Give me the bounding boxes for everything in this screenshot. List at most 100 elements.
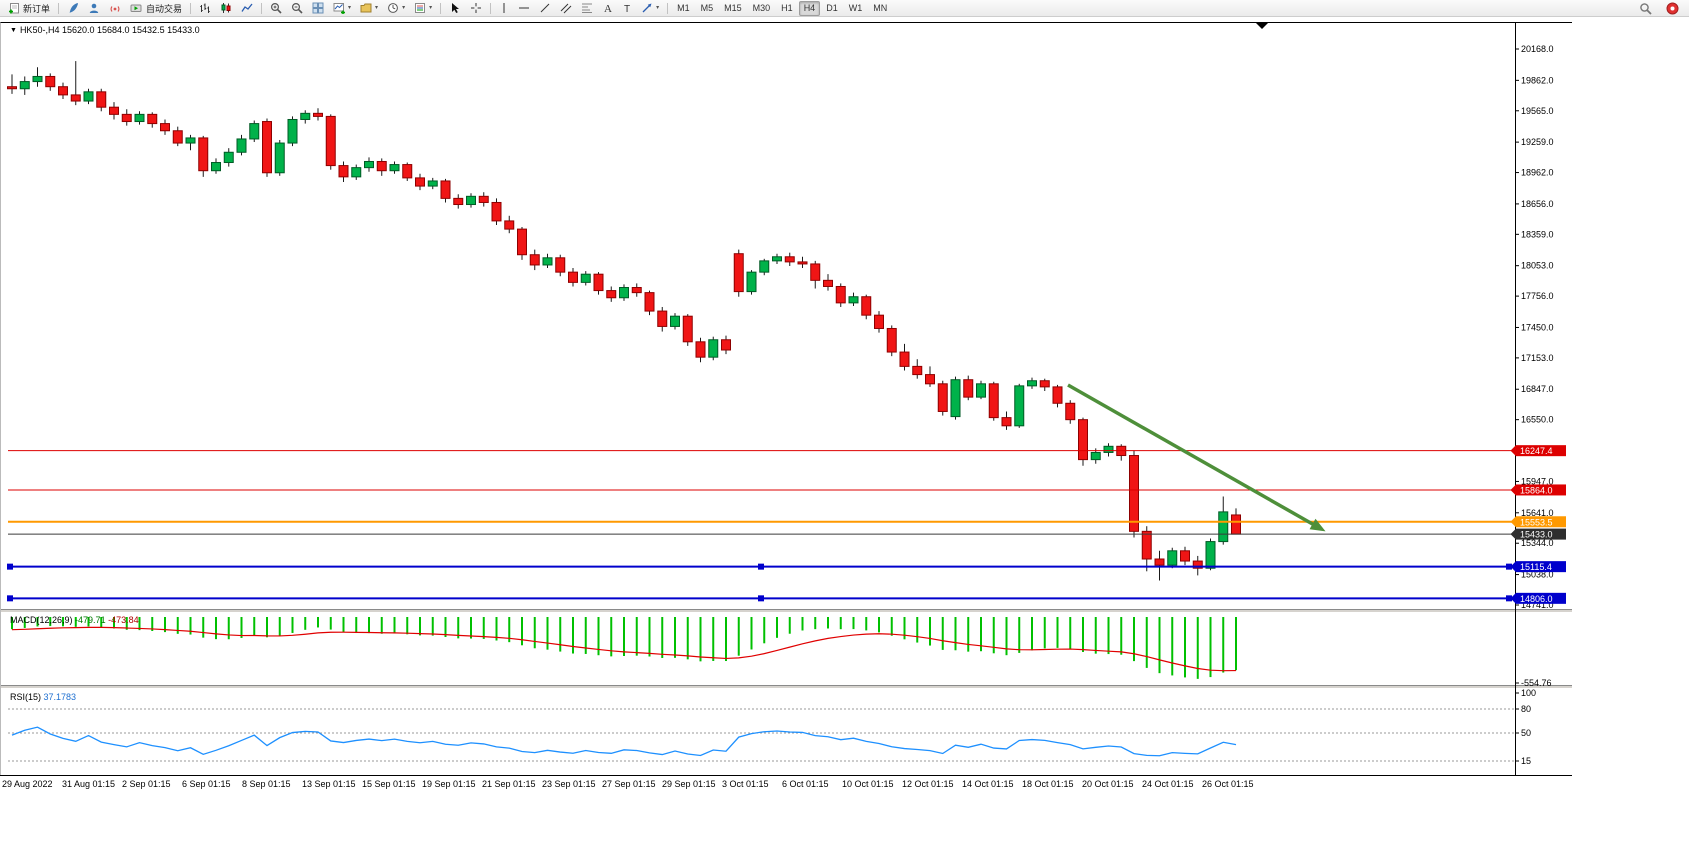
zoom-out-button[interactable]: [287, 0, 307, 16]
time-axis-label: 12 Oct 01:15: [902, 779, 954, 789]
cursor-icon: [452, 3, 460, 13]
notification-button[interactable]: [1662, 0, 1683, 16]
time-axis-label: 19 Sep 01:15: [422, 779, 476, 789]
bar-chart-button[interactable]: [195, 0, 215, 16]
candlestick-chart-button[interactable]: [216, 0, 236, 16]
new-chart-button[interactable]: ▾: [329, 0, 355, 16]
profiles-button[interactable]: ▾: [356, 0, 382, 16]
chart-shift-marker-icon[interactable]: [1256, 23, 1268, 29]
fibonacci-icon: [582, 3, 593, 13]
price-tag-value: 16247.4: [1520, 446, 1553, 456]
vertical-line-tool-button[interactable]: [495, 0, 513, 16]
horizontal-line-tool-button[interactable]: [514, 0, 534, 16]
hline-handle[interactable]: [758, 563, 764, 570]
rsi-axis-label: 80: [1521, 704, 1531, 714]
price-tag: [1516, 528, 1566, 540]
crosshair-button[interactable]: [466, 0, 486, 16]
channel-tool-button[interactable]: [556, 0, 576, 16]
hline-handle[interactable]: [1506, 563, 1512, 570]
notification-badge-icon: [1666, 2, 1679, 14]
arrows-tool-button[interactable]: ▾: [637, 0, 663, 16]
quill-button[interactable]: [63, 0, 83, 16]
new-order-button[interactable]: 新订单: [4, 0, 54, 16]
toolbar-separator: [190, 2, 192, 14]
crosshair-icon: [471, 3, 482, 13]
timeframe-toolbar: M1 M5 M15 M30 H1 H4 D1 W1 MN: [672, 0, 892, 16]
chart-canvas[interactable]: 20168.0 19862.0 19565.0 19259.0 18962.0 18656…: [0, 17, 1572, 809]
arrow-tool-icon: [642, 3, 652, 13]
toolbar-separator: [490, 2, 492, 14]
timeframe-mn-button[interactable]: MN: [873, 2, 888, 13]
chart-ohlc-values: 15620.0 15684.0 15432.5 15433.0: [61, 25, 200, 35]
time-axis[interactable]: 29 Aug 2022 31 Aug 01:15 2 Sep 01:15 6 Sep …: [2, 779, 1254, 789]
label-tool-button[interactable]: T: [618, 0, 636, 16]
chart-menu-arrow-icon[interactable]: ▼: [10, 27, 17, 34]
broadcast-icon: [110, 6, 120, 12]
new-order-icon: [9, 3, 19, 14]
timeframe-m1-button[interactable]: M1: [677, 2, 690, 13]
autotrading-button[interactable]: 自动交易: [126, 0, 186, 16]
time-axis-label: 23 Sep 01:15: [542, 779, 596, 789]
chart-symbol-period: HK50-,H4: [19, 25, 60, 35]
label-icon: T: [624, 4, 630, 14]
template-icon: [415, 3, 426, 13]
rsi-axis-label: 50: [1521, 728, 1531, 738]
line-chart-button[interactable]: [237, 0, 257, 16]
quill-icon: [69, 3, 79, 13]
horizontal-line-icon: [519, 7, 530, 9]
timeframe-m5-button[interactable]: M5: [700, 2, 714, 13]
time-axis-label: 27 Sep 01:15: [602, 779, 656, 789]
search-button[interactable]: [1635, 0, 1656, 16]
autotrading-label: 自动交易: [146, 3, 183, 14]
trend-arrow[interactable]: [1067, 383, 1317, 528]
time-axis-label: 20 Oct 01:15: [1082, 779, 1134, 789]
hline-handle[interactable]: [7, 595, 13, 602]
hline-handle[interactable]: [1506, 595, 1512, 602]
price-axis-label: 19565.0: [1521, 106, 1554, 116]
period-button[interactable]: ▾: [383, 0, 409, 16]
tile-windows-button[interactable]: [308, 0, 328, 16]
timeframe-d1-button[interactable]: D1: [826, 2, 838, 13]
time-axis-label: 31 Aug 01:15: [62, 779, 115, 789]
timeframe-m15-button[interactable]: M15: [724, 2, 742, 13]
hline-handle[interactable]: [758, 595, 764, 602]
rsi-line: [11, 726, 1237, 757]
macd-axis-label: -554.76: [1521, 678, 1552, 688]
search-icon: [1640, 2, 1652, 15]
main-toolbar: 新订单 自动交易: [0, 0, 1689, 17]
broadcast-button[interactable]: [105, 0, 125, 16]
panel-separator[interactable]: [0, 685, 1572, 689]
timeframe-w1-button[interactable]: W1: [848, 2, 863, 13]
new-order-label: 新订单: [23, 3, 51, 14]
price-axis-label: 15038.0: [1521, 570, 1554, 580]
price-tag-value: 15115.4: [1520, 562, 1552, 572]
zoom-in-button[interactable]: [266, 0, 286, 16]
time-axis-label: 3 Oct 01:15: [722, 779, 769, 789]
svg-text:A: A: [604, 3, 612, 14]
rsi-indicator-label: RSI(15) 37.1783: [10, 692, 76, 702]
text-icon: A: [604, 3, 612, 14]
template-button[interactable]: ▾: [410, 0, 436, 16]
timeframe-h4-button[interactable]: H4: [798, 0, 821, 16]
timeframe-m30-button[interactable]: M30: [752, 2, 771, 13]
price-axis-label: 18053.0: [1521, 261, 1554, 271]
hline-handle[interactable]: [7, 563, 13, 570]
price-axis-label: 15641.0: [1521, 508, 1554, 518]
profile-button[interactable]: [84, 0, 104, 16]
price-axis-label: 14741.0: [1521, 600, 1554, 610]
price-tag: [1516, 592, 1566, 604]
price-axis-label: 17756.0: [1521, 291, 1554, 301]
price-axis-label: 17153.0: [1521, 353, 1554, 363]
time-axis-label: 14 Oct 01:15: [962, 779, 1014, 789]
cursor-button[interactable]: [445, 0, 465, 16]
tile-windows-icon: [312, 2, 324, 14]
text-tool-button[interactable]: A: [598, 0, 617, 16]
bar-chart-icon: [200, 3, 210, 13]
trendline-tool-button[interactable]: [535, 0, 555, 16]
panel-separator[interactable]: [0, 609, 1572, 613]
price-axis-label: 17450.0: [1521, 322, 1554, 332]
fibonacci-tool-button[interactable]: [577, 0, 597, 16]
price-axis-label: 18962.0: [1521, 168, 1554, 178]
timeframe-h1-button[interactable]: H1: [781, 2, 793, 13]
chart-title: ▼ HK50-,H4 15620.0 15684.0 15432.5 15433.…: [10, 25, 200, 35]
